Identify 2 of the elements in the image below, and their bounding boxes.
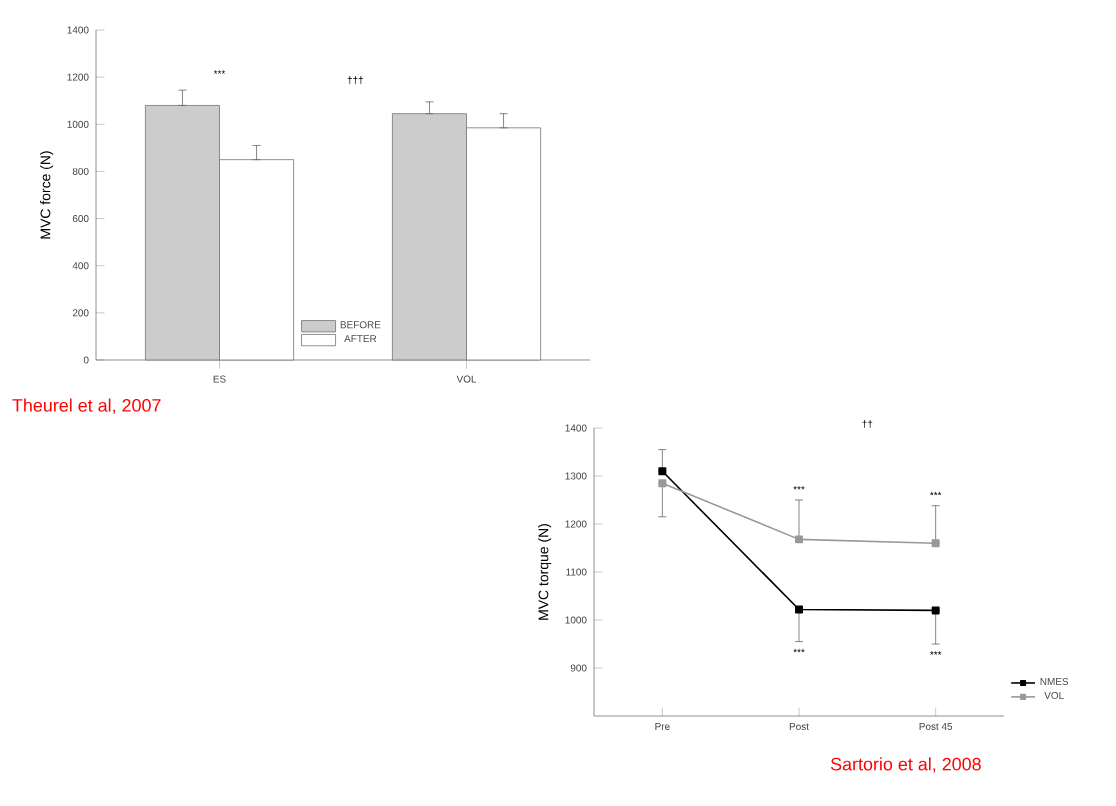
text: Theurel et al, 2007 <box>12 398 161 414</box>
text: Sartorio et al, 2008 <box>830 757 981 773</box>
